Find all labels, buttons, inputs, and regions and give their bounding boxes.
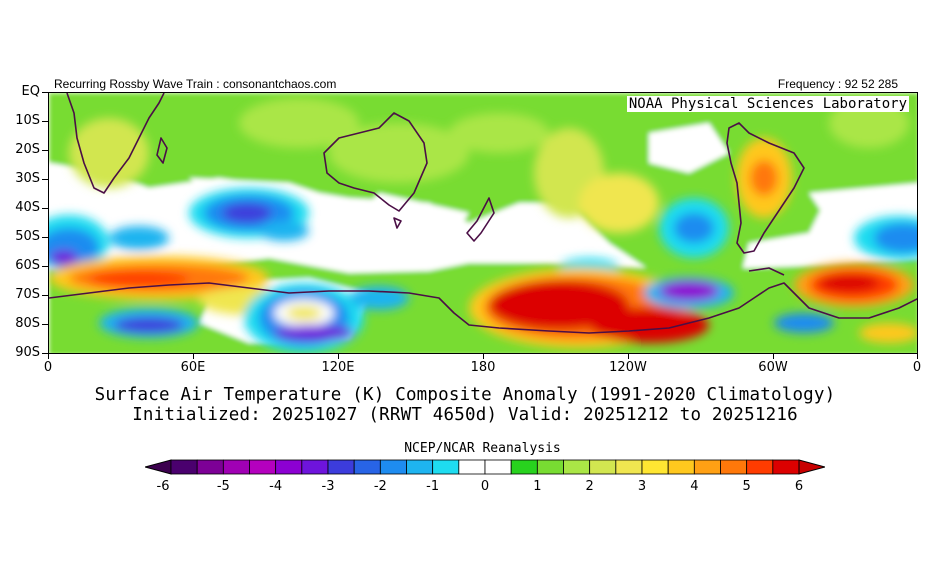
credit-label: NOAA Physical Sciences Laboratory (626, 96, 909, 112)
map-title-line-2: Initialized: 20251027 (RRWT 4650d) Valid… (132, 405, 798, 425)
new-zealand-coastline (466, 197, 495, 242)
lat-label-80s: 80S (15, 316, 40, 331)
colorbar-swatch (589, 459, 617, 475)
colorbar-swatch (379, 459, 407, 475)
colorbar-tick-label: -3 (321, 479, 335, 494)
colorbar-tick-label: 4 (690, 479, 699, 494)
lat-tick (42, 324, 48, 325)
colorbar-swatch (563, 459, 591, 475)
header-left-label: Recurring Rossby Wave Train : consonantc… (54, 77, 337, 91)
colorbar-swatch (353, 459, 381, 475)
lat-label-50s: 50S (15, 229, 40, 244)
colorbar-swatch (301, 459, 329, 475)
map-title-line-1: Surface Air Temperature (K) Composite An… (94, 385, 836, 405)
colorbar-swatch (170, 459, 198, 475)
lon-label-0: 0 (43, 360, 53, 375)
lon-tick (483, 354, 484, 359)
africa-coastline (66, 93, 165, 194)
colorbar-swatch (484, 459, 512, 475)
colorbar-swatch (432, 459, 460, 475)
colorbar-tick-label: 2 (585, 479, 594, 494)
colorbar-swatch (693, 459, 721, 475)
colorbar-tick-label: -2 (373, 479, 387, 494)
lon-label-60e: 60E (180, 360, 206, 375)
colorbar-swatch (641, 459, 669, 475)
colorbar-swatch (536, 459, 564, 475)
lon-tick (48, 354, 49, 359)
colorbar-tick-label: -6 (156, 479, 170, 494)
australia-coastline (323, 112, 428, 212)
lat-label-60s: 60S (15, 258, 40, 273)
lon-tick (193, 354, 194, 359)
lat-tick (42, 121, 48, 122)
lat-tick (42, 208, 48, 209)
lon-label-180: 180 (470, 360, 496, 375)
colorbar-tick-label: 3 (637, 479, 647, 494)
colorbar-tick-label: 6 (794, 479, 804, 494)
lat-label-10s: 10S (15, 113, 40, 128)
lon-tick (628, 354, 629, 359)
colorbar-swatch (615, 459, 643, 475)
colorbar-swatch (510, 459, 538, 475)
lat-label-30s: 30S (15, 171, 40, 186)
colorbar-swatch (458, 459, 486, 475)
colorbar-tick-label: 5 (742, 479, 751, 494)
colorbar-swatch (327, 459, 355, 475)
colorbar-tick-label: 1 (533, 479, 542, 494)
lat-label-40s: 40S (15, 200, 40, 215)
anomaly-map (49, 93, 917, 353)
colorbar-swatch (667, 459, 695, 475)
colorbar-tick-label: -5 (216, 479, 230, 494)
colorbar-swatch (720, 459, 748, 475)
colorbar-swatch (406, 459, 434, 475)
anomaly-blobs (49, 98, 917, 353)
colorbar-swatch (275, 459, 303, 475)
lon-tick (917, 354, 918, 359)
lat-label-20s: 20S (15, 142, 40, 157)
colorbar-tick-label: 0 (480, 479, 490, 494)
lon-label-0-end: 0 (912, 360, 922, 375)
lon-label-120e: 120E (321, 360, 355, 375)
lat-label-eq: EQ (21, 84, 40, 99)
lat-tick (42, 353, 48, 354)
map-panel: NOAA Physical Sciences Laboratory (48, 92, 918, 354)
lat-label-90s: 90S (15, 345, 40, 360)
lat-label-70s: 70S (15, 287, 40, 302)
colorbar-swatch (772, 459, 800, 475)
colorbar-tick-label: -4 (269, 479, 283, 494)
colorbar-swatch (249, 459, 277, 475)
lat-tick (42, 295, 48, 296)
lon-label-60w: 60W (758, 360, 788, 375)
colorbar-over-arrow (798, 459, 825, 475)
colorbar-swatch (746, 459, 774, 475)
lon-tick (338, 354, 339, 359)
lat-tick (42, 266, 48, 267)
lon-label-120w: 120W (609, 360, 647, 375)
lat-tick (42, 179, 48, 180)
colorbar-swatch (222, 459, 250, 475)
madagascar-coastline (156, 137, 168, 164)
lat-tick (42, 237, 48, 238)
colorbar-under-arrow (145, 459, 172, 475)
header-right-label: Frequency : 92 52 285 (777, 77, 898, 91)
coastlines (49, 93, 917, 334)
south-america-coastline (726, 122, 805, 254)
lat-tick (42, 92, 48, 93)
colorbar (145, 459, 825, 475)
colorbar-tick-label: -1 (426, 479, 440, 494)
antarctica-coastline (49, 282, 917, 334)
lat-tick (42, 150, 48, 151)
colorbar-swatch (196, 459, 224, 475)
lon-tick (773, 354, 774, 359)
colorbar-title: NCEP/NCAR Reanalysis (404, 441, 561, 456)
